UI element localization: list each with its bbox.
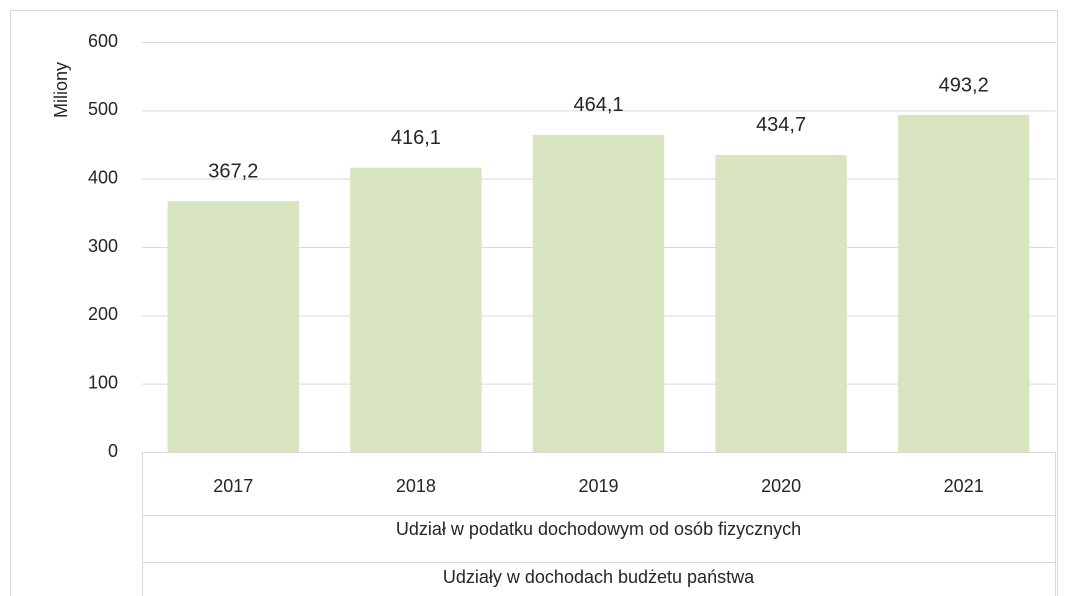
bar bbox=[167, 201, 300, 452]
x-tick-label: 2020 bbox=[761, 476, 801, 496]
bar bbox=[897, 114, 1030, 452]
y-tick-label: 400 bbox=[88, 167, 118, 187]
data-label: 367,2 bbox=[208, 160, 258, 182]
x-tick-label: 2018 bbox=[396, 476, 436, 496]
y-tick-label: 100 bbox=[88, 372, 118, 392]
data-label: 434,7 bbox=[756, 114, 806, 136]
y-tick-label: 500 bbox=[88, 99, 118, 119]
data-label: 416,1 bbox=[391, 127, 441, 149]
y-tick-label: 300 bbox=[88, 236, 118, 256]
y-tick-label: 600 bbox=[88, 31, 118, 51]
chart-border bbox=[10, 10, 1058, 596]
x-tick-label: 2021 bbox=[944, 476, 984, 496]
bar bbox=[532, 134, 665, 453]
data-label: 493,2 bbox=[939, 74, 989, 96]
y-tick-label: 0 bbox=[108, 441, 118, 461]
bar bbox=[350, 167, 482, 453]
y-tick-label: 200 bbox=[88, 304, 118, 324]
x-tick-label: 2019 bbox=[578, 476, 618, 496]
y-axis-label: Miliony bbox=[51, 62, 71, 118]
x-tick-label: 2017 bbox=[213, 476, 253, 496]
data-label: 464,1 bbox=[573, 94, 623, 116]
category-group-label: Udziały w dochodach budżetu państwa bbox=[443, 567, 755, 587]
bar bbox=[715, 154, 847, 452]
category-group-label: Udział w podatku dochodowym od osób fizy… bbox=[396, 519, 801, 539]
